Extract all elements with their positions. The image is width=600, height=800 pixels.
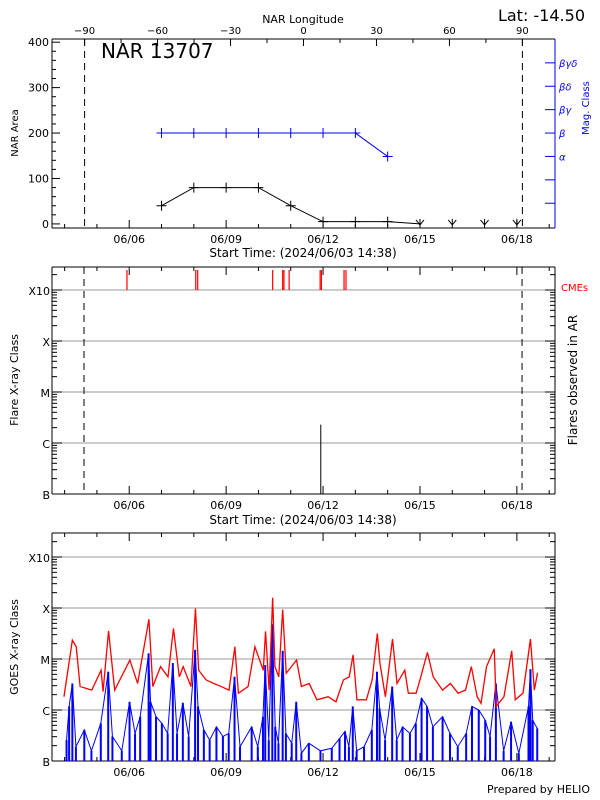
area-marker [350,216,361,227]
goes-short-line [66,624,538,755]
mag-class-line [161,132,388,157]
x-tick-label: 06/15 [404,766,436,779]
y-tick-label: 0 [42,218,49,231]
class-tick-label: X [42,603,50,616]
lon-tick-label: 60 [443,26,456,37]
panel2-xlabel: Start Time: (2024/06/03 14:38) [209,513,396,527]
mag-class-marker [350,128,361,139]
x-tick-label: 06/12 [307,499,339,512]
x-tick-label: 06/12 [307,766,339,779]
mag-class-marker [253,128,264,139]
lon-tick-label: 0 [300,26,306,37]
mag-tick-label: α [559,152,566,163]
y-tick-label: 400 [28,36,49,49]
mag-tick-label: βγ [558,106,572,117]
area-zero-marker [447,218,457,226]
class-tick-label: M [41,654,51,667]
mag-class-marker [188,128,199,139]
latitude-label: Lat: -14.50 [498,6,585,25]
mag-class-axis-title: Mag. Class [581,81,592,135]
class-tick-label: B [42,756,50,769]
class-tick-label: C [42,705,50,718]
lon-tick-label: 90 [516,26,529,37]
x-tick-label: 06/18 [501,766,533,779]
mag-tick-label: βγδ [558,59,577,70]
area-marker [318,216,329,227]
mag-class-marker [285,128,296,139]
goes-axis-title: GOES X-ray Class [8,599,21,695]
top-axis-title: NAR Longitude [262,13,344,26]
goes-long-line [63,597,539,709]
y-tick-label: 300 [28,82,49,95]
y-tick-label: 100 [28,172,49,185]
mag-class-marker [156,128,167,139]
area-marker [156,200,167,211]
class-tick-label: X [42,336,50,349]
flare-axis-title: Flare X-ray Class [8,334,21,426]
nar-area-panel: 06/06 06/09 06/12 06/15 06/180100200300400−9… [28,26,577,246]
x-tick-label: 06/09 [210,766,242,779]
flare-class-panel: 06/06 06/09 06/12 06/15 06/18 B C M X X10 [28,266,556,512]
goes-xray-panel: 06/06 06/09 06/12 06/15 06/18 B C M X X10 [28,532,556,779]
mag-class-marker [318,128,329,139]
area-zero-marker [512,218,522,226]
panel1-xlabel: Start Time: (2024/06/03 14:38) [209,246,396,260]
mag-tick-label: βδ [558,82,572,93]
x-tick-label: 06/06 [113,766,145,779]
mag-class-marker [382,151,393,162]
x-tick-label: 06/09 [210,499,242,512]
lon-tick-label: −90 [74,26,95,37]
x-tick-label: 06/15 [404,499,436,512]
area-axis-title: NAR Area [10,109,21,156]
lon-tick-label: 30 [370,26,383,37]
area-marker [221,182,232,193]
y-tick-label: 200 [28,127,49,140]
mag-tick-label: β [558,129,566,140]
class-tick-label: X10 [28,552,50,565]
area-marker [188,182,199,193]
class-tick-label: C [42,438,50,451]
cme-label: CMEs [561,283,588,294]
lon-tick-label: −30 [220,26,241,37]
area-marker [285,200,296,211]
x-tick-label: 06/06 [113,233,145,246]
footer-credit: Prepared by HELIO [487,783,590,796]
class-tick-label: X10 [28,285,50,298]
class-tick-label: B [42,489,50,502]
x-tick-label: 06/18 [501,499,533,512]
area-zero-marker [415,218,425,226]
x-tick-label: 06/18 [501,233,533,246]
x-tick-label: 06/15 [404,233,436,246]
x-tick-label: 06/12 [307,233,339,246]
x-tick-label: 06/09 [210,233,242,246]
area-marker [382,216,393,227]
area-zero-marker [480,218,489,226]
area-marker [253,182,264,193]
mag-class-marker [221,128,232,139]
class-tick-label: M [41,387,51,400]
lon-tick-label: −60 [147,26,168,37]
x-tick-label: 06/06 [113,499,145,512]
flares-in-ar-label: Flares observed in AR [566,315,580,445]
